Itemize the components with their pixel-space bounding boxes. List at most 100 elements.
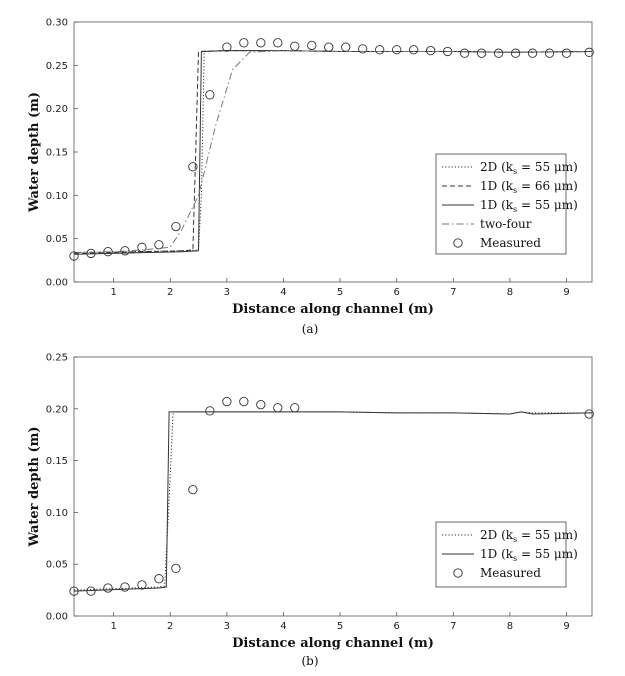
measured-point bbox=[222, 396, 232, 407]
y-tick-label: 0.25 bbox=[46, 353, 68, 364]
series-line-solid bbox=[73, 411, 593, 592]
measured-markers bbox=[69, 38, 594, 261]
y-tick-label: 0.00 bbox=[46, 278, 68, 289]
measured-point bbox=[510, 48, 521, 58]
measured-point bbox=[273, 403, 283, 413]
measured-point bbox=[476, 48, 487, 58]
measured-point bbox=[120, 246, 130, 256]
measured-point bbox=[120, 582, 130, 592]
measured-markers bbox=[69, 396, 594, 596]
panel-label: (a) bbox=[302, 322, 319, 336]
legend-box bbox=[435, 153, 567, 255]
x-tick-label: 4 bbox=[280, 287, 286, 298]
measured-point bbox=[290, 41, 300, 51]
measured-point bbox=[137, 242, 147, 252]
measured-point bbox=[171, 563, 181, 573]
chart-panel-b: 1 2 3 4 5 6 7 8 9 0.00 0.05 0.10 0.15 0.20 0.25 Distanc… bbox=[27, 353, 594, 668]
measured-point bbox=[459, 48, 470, 58]
x-tick-label: 6 bbox=[394, 287, 400, 298]
x-tick-label: 9 bbox=[563, 287, 569, 298]
measured-point bbox=[358, 44, 368, 54]
legend-entry: Measured bbox=[480, 236, 541, 250]
measured-point bbox=[222, 42, 232, 52]
y-tick-label: 0.10 bbox=[46, 191, 68, 202]
x-tick-label: 3 bbox=[224, 287, 230, 298]
x-tick-label: 5 bbox=[337, 621, 343, 632]
x-tick-label: 1 bbox=[110, 287, 116, 298]
legend-marker bbox=[453, 568, 463, 578]
measured-point bbox=[307, 40, 317, 51]
measured-point bbox=[188, 484, 198, 495]
x-axis-title: Distance along channel (m) bbox=[232, 636, 434, 651]
y-tick-label: 0.30 bbox=[46, 18, 68, 29]
series-line-dotted bbox=[73, 50, 593, 253]
x-tick-label: 7 bbox=[450, 287, 456, 298]
measured-point bbox=[409, 45, 419, 55]
x-axis-title: Distance along channel (m) bbox=[232, 302, 434, 317]
x-tick-label: 1 bbox=[110, 621, 116, 632]
y-tick-label: 0.05 bbox=[46, 560, 68, 571]
measured-point bbox=[493, 48, 504, 58]
legend: 2D (ks = 55 μm) 1D (ks = 55 μm) Measured bbox=[435, 521, 578, 588]
x-tick-label: 6 bbox=[394, 621, 400, 632]
measured-point bbox=[561, 48, 572, 58]
x-tick-label: 5 bbox=[337, 287, 343, 298]
x-tick-label: 8 bbox=[507, 287, 513, 298]
measured-point bbox=[103, 247, 113, 257]
y-tick-label: 0.10 bbox=[46, 508, 68, 519]
measured-point bbox=[69, 251, 79, 261]
measured-point bbox=[375, 45, 385, 55]
measured-point bbox=[188, 162, 198, 172]
y-tick-label: 0.00 bbox=[46, 612, 68, 623]
measured-point bbox=[273, 38, 283, 48]
y-axis-title: Water depth (m) bbox=[27, 92, 42, 213]
y-axis-title: Water depth (m) bbox=[27, 426, 42, 547]
x-tick-label: 3 bbox=[224, 621, 230, 632]
legend-entry: 1D (ks = 66 μm) bbox=[480, 179, 578, 195]
panel-label: (b) bbox=[301, 654, 318, 668]
x-tick-label: 2 bbox=[167, 621, 173, 632]
measured-point bbox=[137, 580, 147, 590]
measured-point bbox=[544, 48, 555, 58]
legend-entry: 1D (ks = 55 μm) bbox=[480, 198, 578, 214]
measured-point bbox=[256, 38, 266, 48]
y-tick-label: 0.20 bbox=[46, 404, 68, 415]
legend-entry: 2D (ks = 55 μm) bbox=[480, 160, 578, 176]
legend-entry: Measured bbox=[480, 566, 541, 580]
measured-point bbox=[86, 248, 96, 259]
measured-point bbox=[154, 574, 164, 584]
legend: 2D (ks = 55 μm) 1D (ks = 66 μm) 1D (ks = 5… bbox=[435, 153, 578, 255]
legend-entry: 1D (ks = 55 μm) bbox=[480, 547, 578, 563]
x-tick-label: 8 bbox=[507, 621, 513, 632]
measured-point bbox=[290, 403, 300, 413]
measured-point bbox=[239, 396, 249, 407]
y-tick-label: 0.15 bbox=[46, 148, 68, 159]
x-tick-label: 9 bbox=[563, 621, 569, 632]
measured-point bbox=[584, 47, 594, 57]
measured-point bbox=[154, 240, 164, 250]
chart-panel-a: 1 2 3 4 5 6 7 8 9 0.00 0.05 0.10 0.15 0.20 0.25 0.30 Dis… bbox=[27, 18, 594, 336]
measured-point bbox=[205, 406, 215, 416]
measured-point bbox=[86, 586, 96, 596]
legend-entry: 2D (ks = 55 μm) bbox=[480, 528, 578, 544]
measured-point bbox=[239, 38, 249, 48]
measured-point bbox=[426, 45, 436, 56]
measured-point bbox=[324, 42, 334, 52]
x-tick-label: 4 bbox=[280, 621, 286, 632]
measured-point bbox=[171, 221, 181, 232]
measured-point bbox=[69, 586, 79, 596]
x-tick-label: 2 bbox=[167, 287, 173, 298]
plot-frame bbox=[73, 356, 593, 617]
measured-point bbox=[527, 48, 538, 58]
y-tick-label: 0.25 bbox=[46, 61, 68, 72]
measured-point bbox=[442, 46, 453, 57]
y-tick-label: 0.05 bbox=[46, 234, 68, 245]
legend-entry: two-four bbox=[480, 217, 532, 231]
measured-point bbox=[341, 42, 351, 52]
legend-marker bbox=[453, 238, 463, 248]
measured-point bbox=[256, 400, 266, 410]
measured-point bbox=[584, 409, 594, 419]
measured-point bbox=[103, 583, 113, 593]
measured-point bbox=[205, 90, 215, 100]
